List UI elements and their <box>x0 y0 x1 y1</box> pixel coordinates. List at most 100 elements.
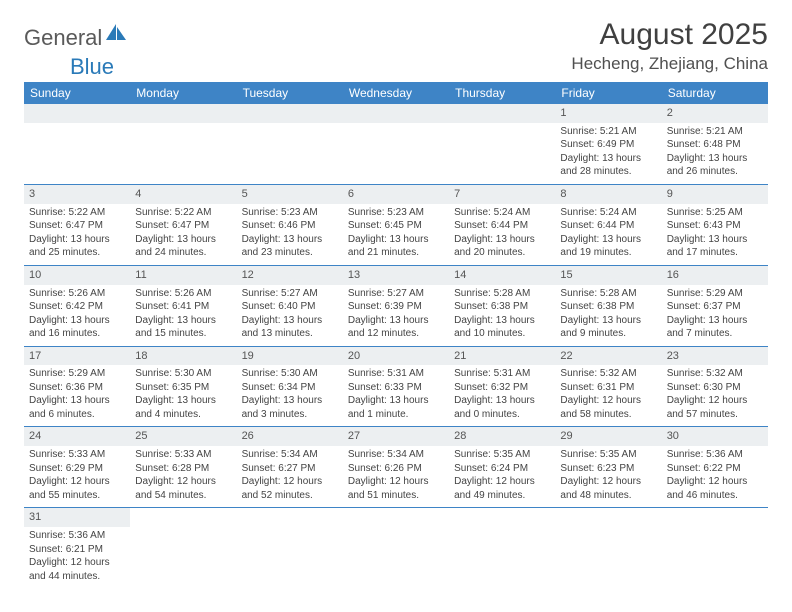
empty-day-bar <box>237 104 343 123</box>
daylight-text: Daylight: 13 hours and 15 minutes. <box>135 314 231 341</box>
day-number: 20 <box>343 347 449 366</box>
sunrise-text: Sunrise: 5:29 AM <box>667 287 763 301</box>
day-number: 13 <box>343 266 449 285</box>
calendar-cell: 25Sunrise: 5:33 AMSunset: 6:28 PMDayligh… <box>130 427 236 508</box>
sunset-text: Sunset: 6:47 PM <box>135 219 231 233</box>
sunrise-text: Sunrise: 5:33 AM <box>29 448 125 462</box>
day-number: 2 <box>662 104 768 123</box>
calendar-cell <box>237 508 343 588</box>
calendar-week-row: 1Sunrise: 5:21 AMSunset: 6:49 PMDaylight… <box>24 104 768 184</box>
daylight-text: Daylight: 12 hours and 55 minutes. <box>29 475 125 502</box>
daylight-text: Daylight: 13 hours and 23 minutes. <box>242 233 338 260</box>
daylight-text: Daylight: 13 hours and 28 minutes. <box>560 152 656 179</box>
sunset-text: Sunset: 6:24 PM <box>454 462 550 476</box>
day-number: 29 <box>555 427 661 446</box>
daylight-text: Daylight: 13 hours and 4 minutes. <box>135 394 231 421</box>
day-number: 30 <box>662 427 768 446</box>
calendar-cell: 24 Sunrise: 5:33 AMSunset: 6:29 PMDayligh… <box>24 427 130 508</box>
daylight-text: Daylight: 12 hours and 46 minutes. <box>667 475 763 502</box>
logo-sail-icon <box>106 24 128 47</box>
daylight-text: Daylight: 12 hours and 52 minutes. <box>242 475 338 502</box>
sunrise-text: Sunrise: 5:31 AM <box>454 367 550 381</box>
sunrise-text: Sunrise: 5:35 AM <box>454 448 550 462</box>
calendar-cell: 7Sunrise: 5:24 AMSunset: 6:44 PMDaylight… <box>449 184 555 265</box>
calendar-cell <box>449 508 555 588</box>
sunrise-text: Sunrise: 5:28 AM <box>560 287 656 301</box>
calendar-cell: 11Sunrise: 5:26 AMSunset: 6:41 PMDayligh… <box>130 265 236 346</box>
calendar-cell <box>662 508 768 588</box>
calendar-cell: 17Sunrise: 5:29 AMSunset: 6:36 PMDayligh… <box>24 346 130 427</box>
day-number: 15 <box>555 266 661 285</box>
daylight-text: Daylight: 13 hours and 20 minutes. <box>454 233 550 260</box>
sunset-text: Sunset: 6:22 PM <box>667 462 763 476</box>
sunrise-text: Sunrise: 5:28 AM <box>454 287 550 301</box>
daylight-text: Daylight: 13 hours and 3 minutes. <box>242 394 338 421</box>
sunrise-text: Sunrise: 5:36 AM <box>29 529 125 543</box>
sunrise-text: Sunrise: 5:32 AM <box>667 367 763 381</box>
day-number: 31 <box>24 508 130 527</box>
calendar-cell: 13Sunrise: 5:27 AMSunset: 6:39 PMDayligh… <box>343 265 449 346</box>
sunset-text: Sunset: 6:35 PM <box>135 381 231 395</box>
calendar-cell: 1Sunrise: 5:21 AMSunset: 6:49 PMDaylight… <box>555 104 661 184</box>
day-number: 4 <box>130 185 236 204</box>
calendar-cell: 5Sunrise: 5:23 AMSunset: 6:46 PMDaylight… <box>237 184 343 265</box>
daylight-text: Daylight: 13 hours and 7 minutes. <box>667 314 763 341</box>
calendar-cell: 2Sunrise: 5:21 AMSunset: 6:48 PMDaylight… <box>662 104 768 184</box>
sunset-text: Sunset: 6:44 PM <box>560 219 656 233</box>
calendar-cell <box>343 104 449 184</box>
sunrise-text: Sunrise: 5:22 AM <box>135 206 231 220</box>
calendar-cell: 29Sunrise: 5:35 AMSunset: 6:23 PMDayligh… <box>555 427 661 508</box>
calendar-cell: 26Sunrise: 5:34 AMSunset: 6:27 PMDayligh… <box>237 427 343 508</box>
sunset-text: Sunset: 6:38 PM <box>560 300 656 314</box>
sunset-text: Sunset: 6:23 PM <box>560 462 656 476</box>
daylight-text: Daylight: 13 hours and 13 minutes. <box>242 314 338 341</box>
sunset-text: Sunset: 6:37 PM <box>667 300 763 314</box>
sunrise-text: Sunrise: 5:30 AM <box>135 367 231 381</box>
day-number: 3 <box>24 185 130 204</box>
sunset-text: Sunset: 6:42 PM <box>29 300 125 314</box>
weekday-header: Saturday <box>662 82 768 104</box>
day-number: 16 <box>662 266 768 285</box>
daylight-text: Daylight: 12 hours and 57 minutes. <box>667 394 763 421</box>
daylight-text: Daylight: 12 hours and 44 minutes. <box>29 556 125 583</box>
day-number: 17 <box>24 347 130 366</box>
daylight-text: Daylight: 13 hours and 25 minutes. <box>29 233 125 260</box>
day-number: 5 <box>237 185 343 204</box>
day-number: 10 <box>24 266 130 285</box>
calendar-cell <box>130 104 236 184</box>
day-number: 23 <box>662 347 768 366</box>
empty-day-bar <box>343 104 449 123</box>
daylight-text: Daylight: 13 hours and 21 minutes. <box>348 233 444 260</box>
calendar-week-row: 17Sunrise: 5:29 AMSunset: 6:36 PMDayligh… <box>24 346 768 427</box>
day-number: 7 <box>449 185 555 204</box>
weekday-header: Tuesday <box>237 82 343 104</box>
sunrise-text: Sunrise: 5:26 AM <box>135 287 231 301</box>
sunset-text: Sunset: 6:38 PM <box>454 300 550 314</box>
calendar-cell: 19Sunrise: 5:30 AMSunset: 6:34 PMDayligh… <box>237 346 343 427</box>
calendar-cell: 28Sunrise: 5:35 AMSunset: 6:24 PMDayligh… <box>449 427 555 508</box>
calendar-cell <box>130 508 236 588</box>
header: General August 2025 Hecheng, Zhejiang, C… <box>24 18 768 74</box>
sunset-text: Sunset: 6:32 PM <box>454 381 550 395</box>
sunrise-text: Sunrise: 5:22 AM <box>29 206 125 220</box>
sunrise-text: Sunrise: 5:27 AM <box>348 287 444 301</box>
day-number: 27 <box>343 427 449 446</box>
weekday-header: Friday <box>555 82 661 104</box>
sunrise-text: Sunrise: 5:23 AM <box>242 206 338 220</box>
sunset-text: Sunset: 6:28 PM <box>135 462 231 476</box>
sunset-text: Sunset: 6:27 PM <box>242 462 338 476</box>
weekday-header: Wednesday <box>343 82 449 104</box>
sunrise-text: Sunrise: 5:23 AM <box>348 206 444 220</box>
logo-text-blue: Blue <box>70 54 114 80</box>
day-number: 9 <box>662 185 768 204</box>
calendar-cell <box>343 508 449 588</box>
calendar-cell: 16 Sunrise: 5:29 AMSunset: 6:37 PMDayligh… <box>662 265 768 346</box>
sunset-text: Sunset: 6:29 PM <box>29 462 125 476</box>
empty-day-bar <box>130 104 236 123</box>
calendar-cell: 6Sunrise: 5:23 AMSunset: 6:45 PMDaylight… <box>343 184 449 265</box>
daylight-text: Daylight: 12 hours and 54 minutes. <box>135 475 231 502</box>
sunset-text: Sunset: 6:26 PM <box>348 462 444 476</box>
sunrise-text: Sunrise: 5:21 AM <box>560 125 656 139</box>
day-number: 24 <box>24 427 130 446</box>
weekday-header: Sunday <box>24 82 130 104</box>
